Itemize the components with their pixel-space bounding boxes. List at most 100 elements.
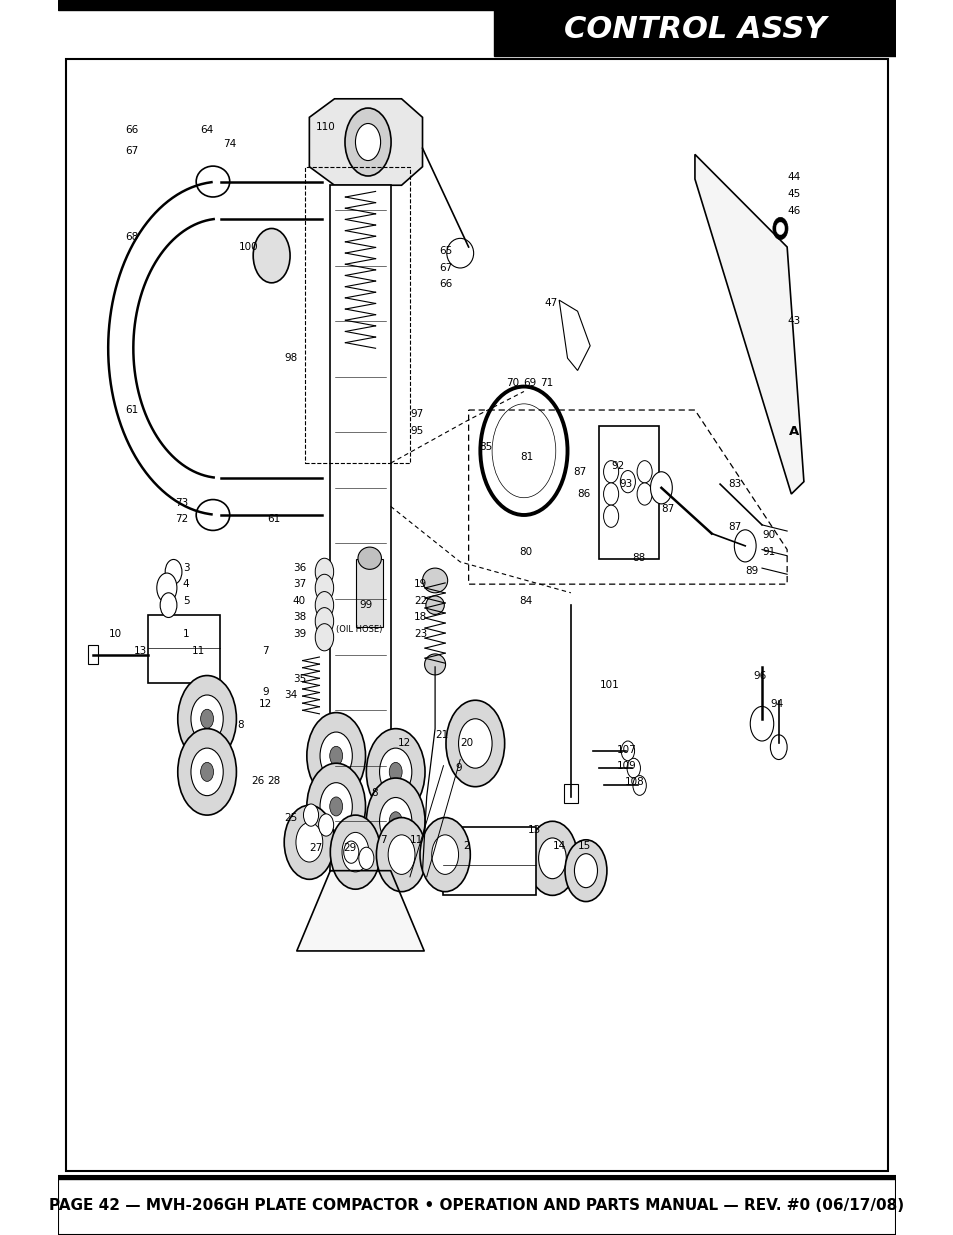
Ellipse shape <box>357 547 381 569</box>
Text: 96: 96 <box>753 671 766 680</box>
Text: 19: 19 <box>414 579 427 589</box>
Circle shape <box>376 818 426 892</box>
Text: 34: 34 <box>284 690 297 700</box>
Text: 35: 35 <box>293 674 306 684</box>
Text: 4: 4 <box>183 579 190 589</box>
Text: 8: 8 <box>237 720 244 730</box>
Bar <box>330 185 390 871</box>
Circle shape <box>564 840 606 902</box>
Text: 7: 7 <box>262 646 269 656</box>
Circle shape <box>527 821 577 895</box>
Circle shape <box>637 461 652 483</box>
Text: 27: 27 <box>309 844 322 853</box>
Text: 100: 100 <box>239 242 258 252</box>
Circle shape <box>734 530 756 562</box>
Polygon shape <box>694 154 803 494</box>
Text: 5: 5 <box>183 597 190 606</box>
Circle shape <box>314 608 334 635</box>
Text: 110: 110 <box>315 122 335 132</box>
Text: 3: 3 <box>183 563 190 573</box>
Text: 7: 7 <box>379 835 386 845</box>
Circle shape <box>776 222 783 235</box>
Circle shape <box>314 624 334 651</box>
Text: 67: 67 <box>439 263 452 273</box>
Ellipse shape <box>446 238 473 268</box>
Text: 86: 86 <box>578 489 590 499</box>
Text: 66: 66 <box>125 125 138 135</box>
Circle shape <box>358 847 374 869</box>
Circle shape <box>379 798 412 845</box>
Text: 40: 40 <box>293 597 306 606</box>
Circle shape <box>574 853 597 888</box>
Ellipse shape <box>196 500 230 531</box>
Circle shape <box>637 483 652 505</box>
Polygon shape <box>309 99 422 185</box>
Text: 11: 11 <box>410 835 423 845</box>
Circle shape <box>770 735 786 760</box>
Ellipse shape <box>425 595 444 615</box>
Bar <box>355 559 383 627</box>
Circle shape <box>330 797 342 816</box>
Circle shape <box>432 835 458 874</box>
Bar <box>494 4 895 56</box>
Circle shape <box>388 835 415 874</box>
Text: 43: 43 <box>786 316 800 326</box>
Ellipse shape <box>196 167 230 198</box>
Bar <box>563 784 577 803</box>
Text: 109: 109 <box>616 761 636 771</box>
Circle shape <box>749 706 773 741</box>
Circle shape <box>200 762 213 782</box>
Text: A: A <box>788 425 798 437</box>
Text: 15: 15 <box>578 841 590 851</box>
Circle shape <box>177 729 236 815</box>
Text: 71: 71 <box>539 378 553 388</box>
Text: 9: 9 <box>455 763 461 773</box>
Bar <box>58 1176 895 1235</box>
Ellipse shape <box>355 124 380 161</box>
Text: CONTROL ASSY: CONTROL ASSY <box>563 15 825 44</box>
Circle shape <box>307 713 365 799</box>
Text: 87: 87 <box>573 467 586 477</box>
Text: 107: 107 <box>616 745 636 755</box>
Text: 13: 13 <box>133 646 147 656</box>
Text: 29: 29 <box>343 844 355 853</box>
Circle shape <box>538 837 566 879</box>
Text: 61: 61 <box>267 514 280 524</box>
Text: 73: 73 <box>175 498 189 508</box>
Text: 88: 88 <box>632 553 645 563</box>
Text: 74: 74 <box>223 140 236 149</box>
Text: 28: 28 <box>267 776 280 785</box>
Circle shape <box>284 805 335 879</box>
Text: 45: 45 <box>786 189 800 199</box>
Text: 95: 95 <box>410 426 423 436</box>
Circle shape <box>319 732 352 779</box>
Text: 25: 25 <box>284 813 297 823</box>
Circle shape <box>330 815 380 889</box>
Circle shape <box>619 471 635 493</box>
Text: 18: 18 <box>414 613 427 622</box>
Text: 101: 101 <box>598 680 618 690</box>
Text: 72: 72 <box>175 514 189 524</box>
Circle shape <box>160 593 176 618</box>
Circle shape <box>177 676 236 762</box>
Text: 64: 64 <box>200 125 213 135</box>
Text: 39: 39 <box>293 629 306 638</box>
Text: 93: 93 <box>618 479 632 489</box>
Text: 83: 83 <box>728 479 741 489</box>
Text: 65: 65 <box>439 246 452 256</box>
Circle shape <box>253 228 290 283</box>
Text: 94: 94 <box>770 699 782 709</box>
Text: 11: 11 <box>192 646 205 656</box>
Circle shape <box>165 559 182 584</box>
Text: 66: 66 <box>439 279 452 289</box>
Bar <box>305 167 410 463</box>
Circle shape <box>445 700 504 787</box>
Circle shape <box>366 729 425 815</box>
Circle shape <box>200 709 213 729</box>
Text: 44: 44 <box>786 172 800 182</box>
Text: 46: 46 <box>786 206 800 216</box>
Text: 12: 12 <box>397 739 411 748</box>
Circle shape <box>650 472 672 504</box>
Bar <box>66 59 887 1171</box>
Text: 98: 98 <box>284 353 297 363</box>
